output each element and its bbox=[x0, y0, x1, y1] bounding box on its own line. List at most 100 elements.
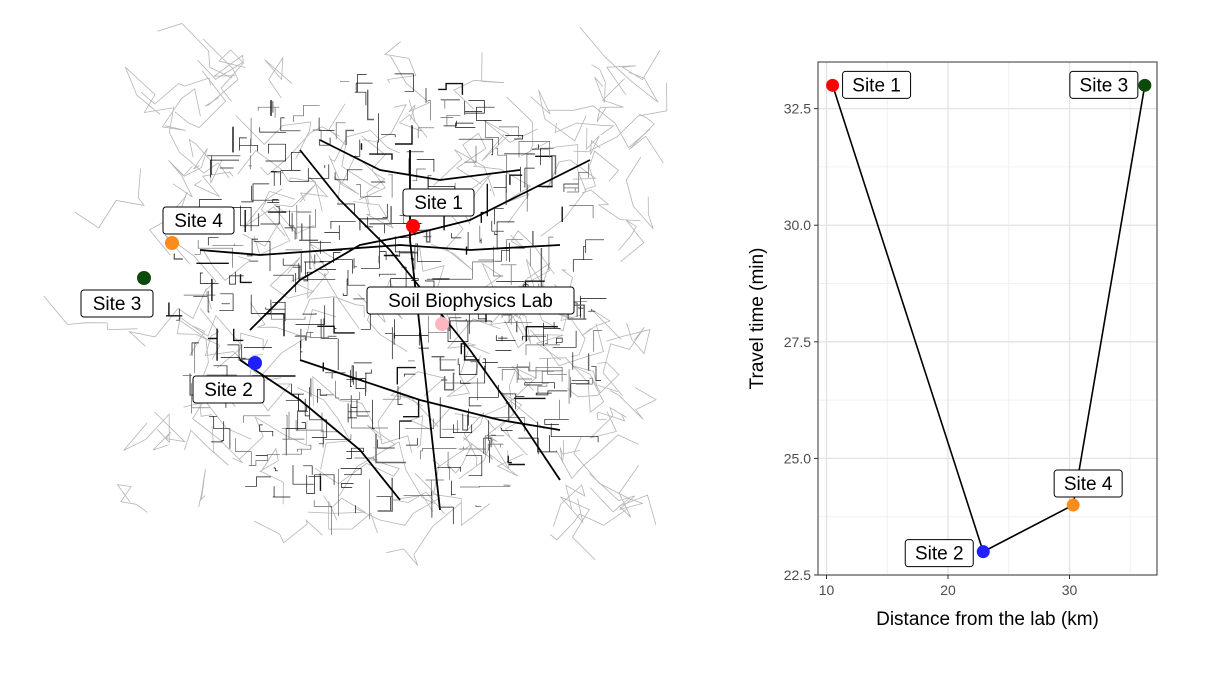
street-segment bbox=[312, 129, 322, 140]
street-segment bbox=[211, 421, 225, 443]
street-segment bbox=[350, 408, 388, 429]
street-segment bbox=[334, 169, 363, 181]
street-segment bbox=[350, 370, 352, 387]
street-segment bbox=[505, 135, 523, 140]
street-segment bbox=[273, 466, 279, 472]
label-box-site-2 bbox=[904, 539, 974, 568]
street-segment bbox=[379, 251, 387, 260]
street-segment bbox=[140, 77, 211, 105]
street-segment bbox=[248, 155, 252, 170]
street-segment bbox=[193, 171, 234, 197]
street-segment bbox=[369, 153, 393, 160]
street-segment bbox=[373, 441, 435, 505]
street-segment bbox=[74, 168, 145, 229]
street-segment bbox=[335, 380, 340, 399]
street-segment bbox=[259, 424, 274, 437]
street-segment bbox=[455, 122, 476, 128]
street-segment bbox=[148, 191, 188, 256]
street-segment bbox=[183, 294, 216, 296]
map-site-1-label-box bbox=[402, 188, 475, 217]
label-site-2: Site 2 bbox=[915, 544, 964, 565]
street-segment bbox=[435, 443, 473, 474]
street-segment bbox=[394, 125, 413, 145]
street-segment bbox=[540, 144, 587, 237]
street-segment bbox=[532, 144, 539, 150]
street-segment bbox=[220, 357, 254, 360]
street-segment bbox=[394, 73, 414, 93]
map-site-3-label-box bbox=[80, 289, 154, 318]
street-segment bbox=[302, 313, 317, 315]
street-segment bbox=[567, 163, 589, 193]
street-segment bbox=[478, 259, 504, 277]
map-site-4-label: Site 4 bbox=[174, 211, 223, 232]
street-segment bbox=[462, 413, 468, 431]
street-segment bbox=[487, 443, 504, 451]
street-segment bbox=[350, 395, 369, 417]
street-segment bbox=[313, 500, 332, 536]
map-lab-marker bbox=[435, 317, 449, 331]
street-segment bbox=[573, 82, 668, 153]
street-segment bbox=[342, 278, 348, 296]
grid-minor bbox=[818, 62, 1157, 575]
street-segment bbox=[116, 484, 148, 513]
point-site-3 bbox=[1138, 78, 1152, 92]
street-segment bbox=[124, 66, 173, 115]
street-segment bbox=[625, 156, 654, 230]
street-segment bbox=[458, 361, 478, 375]
y-axis-label: Travel time (min) bbox=[747, 248, 768, 390]
street-segment bbox=[476, 106, 502, 121]
street-segment bbox=[282, 448, 302, 455]
street-segment bbox=[463, 412, 485, 467]
y-tick-label: 27.5 bbox=[784, 334, 811, 350]
street-segment bbox=[552, 330, 577, 348]
street-segment bbox=[296, 444, 312, 452]
street-segment bbox=[420, 448, 457, 460]
street-segment bbox=[460, 380, 471, 384]
street-segment bbox=[199, 308, 259, 375]
street-segment bbox=[390, 278, 419, 294]
street-segment bbox=[502, 306, 512, 325]
street-segment bbox=[432, 459, 491, 526]
street-segment bbox=[210, 159, 239, 178]
street-segment bbox=[593, 330, 603, 352]
street-segment bbox=[446, 350, 481, 397]
street-segment bbox=[497, 389, 545, 456]
y-tick-label: 25.0 bbox=[784, 450, 811, 466]
street-segment bbox=[618, 219, 645, 263]
arterial-road bbox=[199, 244, 561, 256]
street-segment bbox=[295, 305, 326, 325]
street-segment bbox=[535, 155, 553, 157]
street-segment bbox=[443, 120, 457, 127]
street-segment bbox=[498, 126, 520, 138]
street-segment bbox=[390, 371, 446, 427]
street-segment bbox=[396, 250, 401, 257]
street-segment bbox=[503, 304, 532, 324]
street-segment bbox=[596, 78, 626, 123]
street-segment bbox=[250, 302, 305, 338]
street-segment bbox=[296, 405, 307, 431]
street-segment bbox=[575, 377, 593, 385]
street-segment bbox=[320, 412, 338, 433]
street-segment bbox=[433, 149, 495, 197]
street-segment bbox=[291, 383, 308, 412]
street-segment bbox=[272, 101, 274, 113]
street-segment bbox=[233, 328, 244, 342]
street-segment bbox=[462, 437, 524, 477]
street-segment bbox=[353, 258, 358, 269]
street-segment bbox=[307, 495, 367, 514]
street-segment bbox=[560, 496, 596, 561]
street-segment bbox=[406, 438, 418, 446]
street-segment bbox=[504, 320, 564, 361]
street-segment bbox=[540, 147, 554, 166]
street-segment bbox=[447, 321, 469, 342]
street-segment bbox=[451, 233, 462, 239]
street-segment bbox=[354, 472, 441, 526]
street-segment bbox=[446, 114, 461, 126]
street-segment bbox=[240, 205, 260, 227]
street-segment bbox=[451, 480, 456, 496]
street-segment bbox=[515, 394, 525, 410]
street-segment bbox=[356, 184, 382, 198]
street-segment bbox=[524, 167, 535, 188]
street-segment bbox=[547, 358, 567, 375]
street-segment bbox=[198, 469, 206, 508]
